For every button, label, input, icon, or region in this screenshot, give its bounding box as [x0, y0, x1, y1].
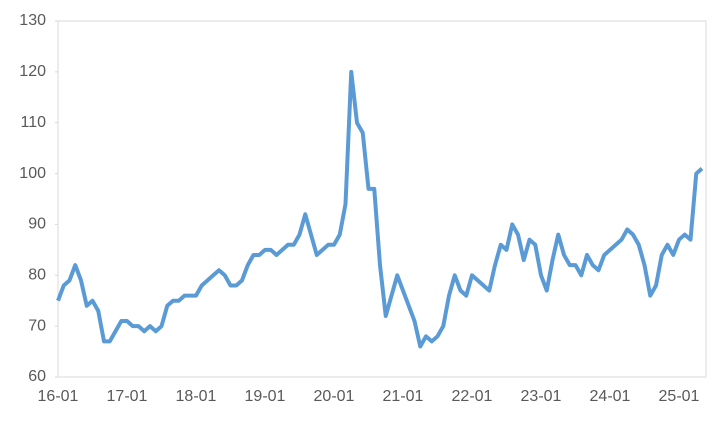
- x-tick-label: 23-01: [521, 388, 562, 405]
- y-tick-label: 100: [19, 165, 46, 182]
- x-tick-label: 17-01: [107, 388, 148, 405]
- y-tick-label: 90: [28, 216, 46, 233]
- y-tick-label: 60: [28, 368, 46, 385]
- x-tick-label: 22-01: [452, 388, 493, 405]
- x-tick-label: 25-01: [659, 388, 700, 405]
- x-tick-label: 20-01: [314, 388, 355, 405]
- x-tick-label: 21-01: [383, 388, 424, 405]
- x-tick-label: 16-01: [38, 388, 79, 405]
- y-tick-label: 130: [19, 12, 46, 29]
- y-tick-label: 120: [19, 63, 46, 80]
- x-tick-label: 19-01: [245, 388, 286, 405]
- x-tick-label: 24-01: [590, 388, 631, 405]
- y-tick-label: 80: [28, 267, 46, 284]
- plot-frame: [57, 20, 707, 378]
- x-tick-label: 18-01: [176, 388, 217, 405]
- y-tick-label: 110: [20, 114, 46, 131]
- line: [56, 69, 704, 349]
- y-tick-label: 70: [28, 317, 46, 334]
